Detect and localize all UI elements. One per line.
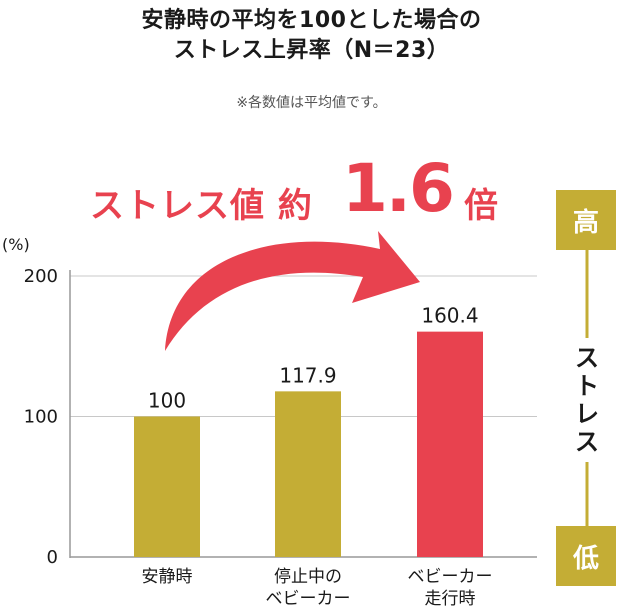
increase-arrow: [165, 231, 420, 351]
callout-tail: 倍: [464, 186, 498, 226]
category-label-line: ベビーカー: [407, 567, 493, 587]
chart-note: ※各数値は平均値です。: [236, 95, 387, 111]
data-label: 117.9: [279, 363, 336, 387]
stress-low-box: 低: [556, 526, 616, 586]
y-tick-label: 100: [24, 407, 58, 428]
category-label-stopped-stroller: 停止中の ベビーカー: [238, 566, 378, 610]
title-line-2: ストレス上昇率（N＝23）: [173, 38, 450, 63]
bar: [417, 331, 483, 557]
title-line-1: 安静時の平均を100とした場合の: [141, 8, 482, 33]
callout-number: 1.6: [342, 150, 455, 227]
arrow-body: [165, 231, 420, 351]
bar: [134, 416, 200, 557]
y-axis-label: (%): [2, 235, 30, 254]
category-label-line: 走行時: [424, 589, 476, 609]
category-label-rest: 安静時: [97, 566, 237, 588]
chart-title: 安静時の平均を100とした場合の ストレス上昇率（N＝23）: [0, 6, 623, 66]
data-label: 100: [148, 389, 186, 413]
category-label-line: 安静時: [141, 567, 193, 587]
stress-scale-label: ストレス: [570, 338, 604, 462]
stress-high-box: 高: [556, 190, 616, 250]
category-label-line: 停止中の: [274, 567, 342, 587]
callout: ストレス値 約 1.6 倍: [90, 150, 530, 230]
y-tick-label: 200: [24, 266, 58, 287]
category-label-moving-stroller: ベビーカー 走行時: [380, 566, 520, 610]
callout-lead: ストレス値 約: [90, 186, 313, 226]
data-label: 160.4: [421, 304, 478, 328]
category-label-line: ベビーカー: [265, 589, 351, 609]
y-tick-label: 0: [47, 547, 58, 568]
bar: [275, 391, 341, 557]
